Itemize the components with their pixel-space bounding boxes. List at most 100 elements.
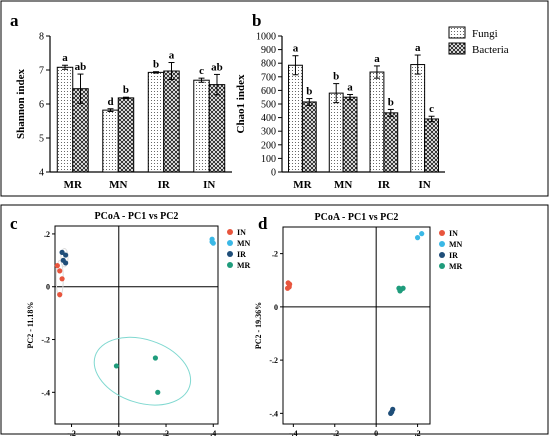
y-tick-label: 700 [261, 72, 276, 83]
x-tick-label: .2 [415, 429, 421, 436]
legend-marker-in [439, 230, 445, 236]
legend-swatch-bacteria [448, 42, 466, 55]
point-in [284, 285, 291, 291]
legend-label-ir: IR [237, 250, 246, 259]
y-axis-label: Chao1 index [235, 74, 247, 133]
plot-frame [282, 226, 431, 425]
top-frame [0, 0, 549, 197]
confidence-ellipse-ir [60, 247, 69, 268]
x-tick-label: -.4 [289, 429, 298, 436]
point-mn [209, 239, 215, 245]
y-tick-label: 6 [39, 100, 44, 111]
point-in [57, 292, 63, 298]
y-axis-label: PC2 - 11.18% [26, 302, 35, 349]
panel-letter-b: b [252, 11, 261, 30]
legend-marker-mr [227, 262, 233, 268]
bar-bacteria [208, 84, 226, 173]
bar-chart-b: 0 100 200 300 400 500 600 700 800 900 1000 Chao1 in… [235, 32, 445, 191]
legend-label-ir: IR [449, 251, 458, 260]
bar-bacteria [117, 97, 135, 173]
category-label: IN [203, 179, 215, 191]
significance-letter: c [199, 65, 204, 77]
bottom-frame [0, 204, 549, 435]
significance-letter: ab [75, 61, 87, 73]
legend-swatch-fungi [448, 26, 466, 39]
panel-letter-a: a [10, 11, 19, 30]
point-mr [397, 288, 403, 294]
legend-label-mn: MN [449, 240, 463, 249]
bar-bacteria [383, 112, 399, 173]
plot-frame [54, 225, 219, 425]
point-mr [155, 389, 161, 395]
point-in [54, 263, 60, 269]
point-in [287, 281, 293, 287]
bar-bacteria [424, 118, 439, 173]
y-tick-label: 900 [261, 45, 276, 56]
y-tick-label: 200 [261, 140, 276, 151]
legend-label-fungi: Fungi [472, 28, 498, 40]
legend-marker-mn [227, 240, 233, 246]
bar-fungi [193, 79, 210, 173]
chart-title: PCoA - PC1 vs PC2 [95, 211, 179, 222]
bar-legend: Fungi Bacteria [448, 26, 509, 56]
y-tick-label: 4 [39, 168, 44, 179]
legend-label-mn: MN [237, 239, 251, 248]
y-tick-label: 100 [261, 154, 276, 165]
y-tick-label: 500 [261, 100, 276, 111]
category-label: MN [109, 179, 127, 191]
significance-letter: c [429, 103, 434, 115]
point-mn [419, 231, 425, 237]
y-tick-label: 800 [261, 59, 276, 70]
point-in [59, 276, 65, 282]
legend-marker-mn [439, 241, 445, 247]
y-tick-label: 0 [274, 303, 278, 312]
y-tick-label: -.2 [41, 336, 50, 345]
x-tick-label: 0 [374, 429, 378, 436]
panel-letter-c: c [10, 214, 18, 233]
point-ir [63, 252, 69, 258]
legend-marker-ir [439, 252, 445, 258]
pcoa-chart-c: PCoA - PC1 vs PC2-.20.2.4.20-.2-.4PC1 - … [26, 211, 251, 436]
significance-letter: b [123, 84, 129, 96]
category-label: MR [293, 179, 312, 191]
y-tick-label: -.2 [269, 356, 278, 365]
significance-letter: d [107, 96, 113, 108]
point-ir [63, 260, 69, 266]
significance-letter: a [415, 42, 421, 54]
y-tick-label: 0 [271, 168, 276, 179]
y-tick-label: 300 [261, 127, 276, 138]
category-label: IR [378, 179, 391, 191]
y-tick-label: 7 [39, 66, 44, 77]
x-tick-label: -.2 [330, 429, 339, 436]
legend-label-in: IN [237, 228, 246, 237]
y-axis-label: PC2 - 19.36% [254, 302, 263, 349]
legend-label-in: IN [449, 229, 458, 238]
bar-fungi [410, 64, 426, 173]
y-tick-label: .2 [44, 230, 50, 239]
legend-marker-ir [227, 251, 233, 257]
legend-marker-mr [439, 263, 445, 269]
significance-letter: b [306, 86, 312, 98]
legend-label-mr: MR [449, 262, 463, 271]
panel-letter-d: d [258, 214, 268, 233]
significance-letter: a [293, 43, 299, 55]
y-tick-label: 600 [261, 86, 276, 97]
bar-fungi [102, 109, 119, 173]
point-ir [389, 409, 395, 415]
significance-letter: b [388, 96, 394, 108]
significance-letter: ab [211, 61, 223, 73]
y-tick-label: -.4 [269, 409, 278, 418]
bar-bacteria [163, 70, 180, 173]
significance-letter: b [153, 59, 159, 71]
category-label: IR [158, 179, 171, 191]
y-tick-label: 0 [46, 283, 50, 292]
y-tick-label: 1000 [256, 32, 276, 43]
x-tick-label: 0 [117, 429, 121, 436]
y-tick-label: 5 [39, 134, 44, 145]
bar-fungi [369, 71, 385, 173]
bar-fungi [147, 71, 165, 173]
bar-fungi [56, 66, 74, 173]
point-ir [59, 249, 65, 255]
